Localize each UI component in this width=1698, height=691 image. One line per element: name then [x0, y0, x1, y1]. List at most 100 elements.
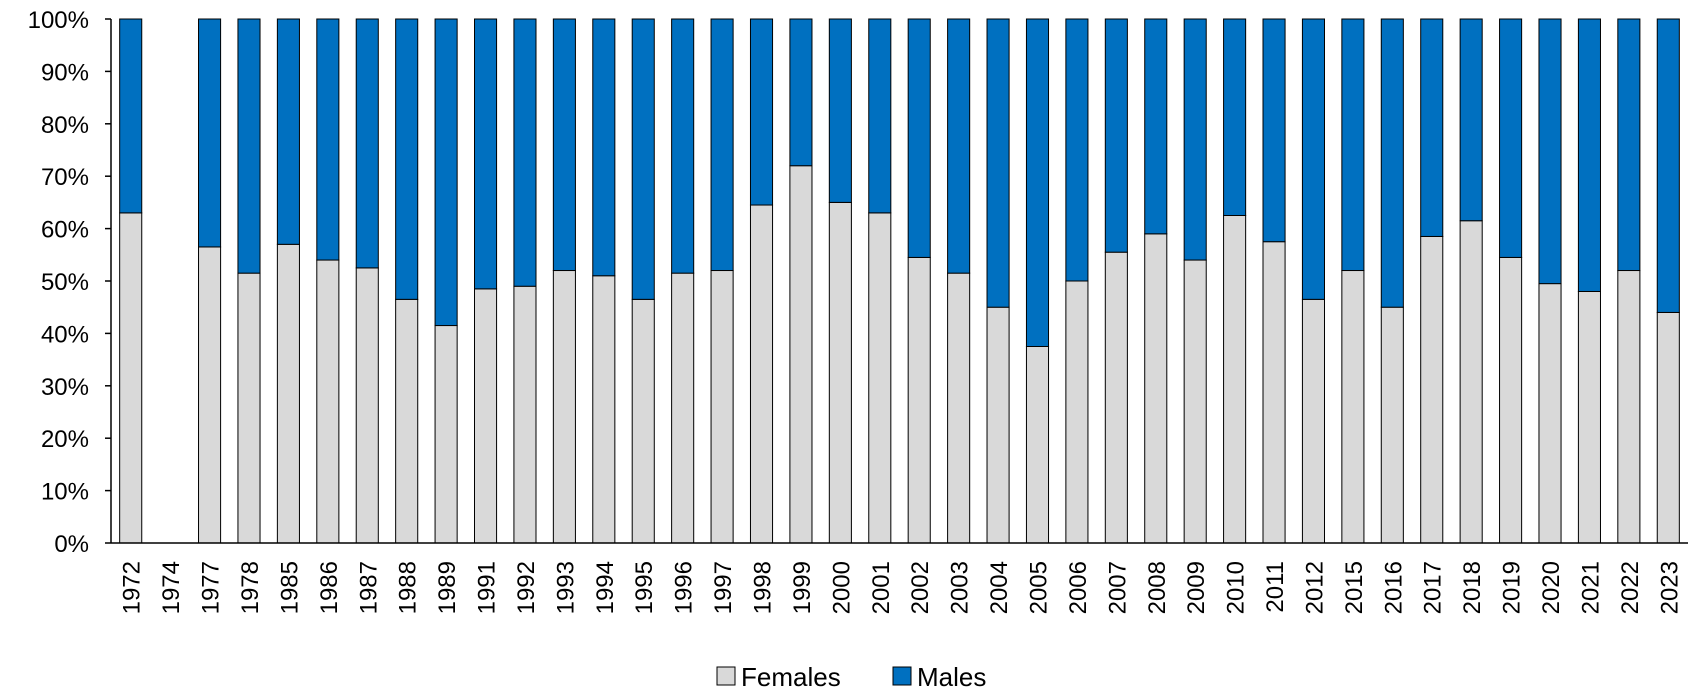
bar-males-2010: [1223, 18, 1247, 216]
y-tick-label: 70%: [41, 164, 89, 191]
x-tick-label-2021: 2021: [1577, 561, 1604, 614]
bar-females-2001: [868, 212, 892, 544]
x-tick-label-2001: 2001: [868, 561, 895, 614]
bar-females-2019: [1499, 256, 1523, 544]
y-tick-label: 60%: [41, 217, 89, 244]
legend-swatch-females: [716, 666, 736, 686]
bar-males-2008: [1144, 18, 1168, 235]
bar-females-2022: [1617, 270, 1641, 544]
bar-females-1989: [434, 325, 458, 544]
x-tick-label-2015: 2015: [1341, 561, 1368, 614]
bar-males-2002: [907, 18, 931, 258]
x-tick-label-2010: 2010: [1223, 561, 1250, 614]
bar-females-2000: [828, 201, 852, 544]
x-tick-label-1985: 1985: [276, 561, 303, 614]
x-tick-label-1988: 1988: [395, 561, 422, 614]
y-tick-label: 80%: [41, 112, 89, 139]
bar-females-2020: [1538, 283, 1562, 544]
bar-males-2007: [1104, 18, 1128, 253]
bar-females-2003: [947, 272, 971, 544]
bar-females-1996: [671, 272, 695, 544]
x-tick-label-2012: 2012: [1301, 561, 1328, 614]
x-tick-label-2016: 2016: [1380, 561, 1407, 614]
bar-females-1985: [276, 243, 300, 544]
bar-males-1997: [710, 18, 734, 272]
x-tick-label-2017: 2017: [1420, 561, 1447, 614]
bar-females-2009: [1183, 259, 1207, 544]
x-tick-label-1987: 1987: [355, 561, 382, 614]
bar-females-2007: [1104, 251, 1128, 544]
bar-males-1991: [474, 18, 498, 290]
bar-males-1977: [198, 18, 222, 248]
bar-males-1999: [789, 18, 813, 167]
bar-females-1988: [395, 298, 419, 544]
x-tick-label-2003: 2003: [947, 561, 974, 614]
bar-males-2000: [828, 18, 852, 203]
bar-females-2015: [1341, 270, 1365, 544]
bar-females-1987: [355, 267, 379, 544]
x-tick-label-2006: 2006: [1065, 561, 1092, 614]
bar-males-1995: [631, 18, 655, 300]
y-tick-label: 30%: [41, 374, 89, 401]
bar-males-1996: [671, 18, 695, 274]
bar-males-1989: [434, 18, 458, 327]
bar-females-2006: [1065, 280, 1089, 544]
bar-males-1992: [513, 18, 537, 287]
x-tick-label-1977: 1977: [198, 561, 225, 614]
bar-females-2008: [1144, 233, 1168, 544]
bar-females-2023: [1656, 311, 1680, 544]
bar-males-2003: [947, 18, 971, 274]
bar-females-1999: [789, 165, 813, 544]
bar-males-1987: [355, 18, 379, 269]
x-tick-label-2004: 2004: [986, 561, 1013, 614]
bar-males-1993: [552, 18, 576, 272]
bar-females-1986: [316, 259, 340, 544]
y-tick-label: 10%: [41, 479, 89, 506]
bar-males-1988: [395, 18, 419, 300]
x-tick-label-2022: 2022: [1617, 561, 1644, 614]
bar-males-1994: [592, 18, 616, 277]
x-tick-label-2018: 2018: [1459, 561, 1486, 614]
bar-males-2019: [1499, 18, 1523, 258]
legend-label-females: Females: [741, 662, 841, 691]
bar-females-2017: [1420, 235, 1444, 544]
bar-females-2011: [1262, 241, 1286, 544]
y-axis-ticks: [105, 18, 111, 544]
bar-males-2020: [1538, 18, 1562, 285]
bar-males-1978: [237, 18, 261, 274]
x-tick-label-1978: 1978: [237, 561, 264, 614]
bar-males-1998: [749, 18, 774, 206]
x-tick-label-1994: 1994: [592, 561, 619, 614]
y-tick-label: 0%: [54, 531, 89, 558]
bar-males-2001: [868, 18, 892, 214]
x-tick-label-2005: 2005: [1025, 561, 1052, 614]
bar-males-2006: [1065, 18, 1089, 282]
bar-males-2023: [1656, 18, 1680, 313]
x-tick-label-1998: 1998: [750, 561, 777, 614]
x-tick-label-1996: 1996: [671, 561, 698, 614]
x-tick-label-1986: 1986: [316, 561, 343, 614]
bar-males-2011: [1262, 18, 1286, 243]
bar-males-2015: [1341, 18, 1365, 272]
bar-males-2018: [1459, 18, 1483, 222]
bar-females-2010: [1223, 215, 1247, 544]
x-tick-label-1974: 1974: [158, 561, 185, 614]
legend-swatch-males: [892, 666, 912, 686]
bar-males-1972: [119, 18, 143, 214]
bar-females-2004: [986, 306, 1010, 544]
bar-females-2016: [1380, 306, 1404, 544]
y-tick-label: 50%: [41, 269, 89, 296]
bar-females-2012: [1301, 298, 1326, 544]
bar-females-1978: [237, 272, 261, 544]
bar-males-2005: [1025, 18, 1050, 347]
legend-label-males: Males: [917, 662, 986, 691]
x-tick-label-2008: 2008: [1144, 561, 1171, 614]
bar-females-1994: [592, 275, 616, 544]
bar-males-2009: [1183, 18, 1207, 261]
x-axis-tick-labels: 1972 1974 1977 1978 1985 1986 1987 1988 1989 1991…: [119, 561, 1684, 614]
x-tick-label-2023: 2023: [1656, 561, 1683, 614]
bar-females-1995: [631, 298, 655, 544]
bar-males-2012: [1301, 18, 1326, 300]
x-tick-label-1992: 1992: [513, 561, 540, 614]
y-tick-label: 20%: [41, 426, 89, 453]
